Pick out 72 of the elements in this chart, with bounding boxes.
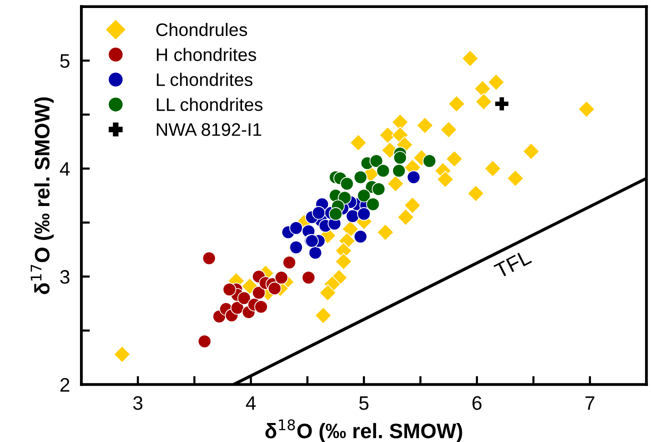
annotation: TFL	[494, 249, 532, 278]
point	[198, 334, 212, 348]
point	[372, 182, 386, 196]
point	[422, 154, 436, 168]
point	[202, 251, 216, 266]
legend-label: L chondrites	[156, 72, 252, 86]
point	[370, 154, 384, 168]
point	[436, 170, 454, 188]
point	[289, 240, 303, 254]
x-axis-title: δ$^{18}$O (‰ rel. SMOW)	[265, 419, 462, 442]
point	[319, 284, 336, 302]
x-tick-label: 5	[359, 396, 368, 410]
x-tick-label: 6	[472, 396, 482, 410]
point	[406, 170, 420, 184]
point	[222, 282, 236, 296]
point	[522, 142, 540, 160]
point	[274, 270, 288, 284]
point	[113, 346, 131, 363]
point	[393, 150, 407, 165]
y-tick-label: 3	[60, 270, 70, 284]
point	[462, 50, 479, 68]
y-axis-title: δ$^{17}$O (‰ rel. SMOW)	[30, 97, 54, 294]
point	[448, 95, 466, 112]
legend-label: LL chondrites	[156, 98, 262, 112]
legend-label: H chondrites	[156, 48, 256, 62]
point	[474, 80, 492, 98]
x-tick-label: 3	[133, 396, 142, 410]
point	[488, 74, 505, 91]
x-tick-label: 4	[246, 396, 256, 410]
point	[230, 301, 244, 315]
y-tick-label: 5	[60, 54, 70, 68]
point	[354, 170, 368, 184]
point	[392, 164, 406, 178]
point	[254, 300, 268, 314]
point	[446, 150, 463, 168]
legend-label: NWA 8192-I1	[156, 123, 262, 136]
point	[282, 256, 296, 270]
point	[357, 207, 371, 221]
point	[237, 291, 251, 305]
y-tick-label: 2	[60, 378, 70, 392]
point	[334, 252, 352, 270]
y-tick-label: 4	[60, 162, 70, 176]
point	[268, 282, 282, 296]
point	[340, 176, 354, 191]
point	[376, 164, 390, 178]
point	[495, 97, 508, 110]
point	[314, 306, 332, 324]
point	[440, 121, 458, 138]
point	[467, 184, 484, 202]
point	[312, 206, 326, 220]
x-tick-label: 7	[586, 396, 594, 410]
point	[338, 190, 352, 205]
point	[302, 270, 316, 284]
point	[475, 93, 492, 110]
point	[342, 220, 359, 238]
point	[506, 170, 524, 187]
point	[357, 188, 371, 202]
point	[376, 224, 394, 241]
point	[416, 116, 434, 134]
point	[308, 246, 322, 260]
legend-label: Chondrules	[156, 22, 248, 36]
point	[354, 230, 368, 244]
point	[397, 208, 414, 226]
point	[252, 286, 266, 300]
point	[404, 196, 422, 214]
point	[350, 134, 367, 152]
point	[289, 221, 303, 235]
point	[366, 197, 380, 212]
point	[386, 175, 404, 192]
point	[578, 100, 596, 118]
point	[484, 160, 502, 178]
point	[328, 207, 342, 221]
